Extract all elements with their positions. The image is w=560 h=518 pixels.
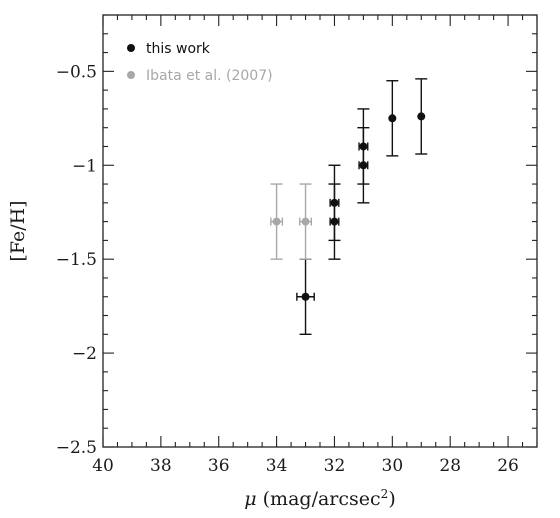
data-point xyxy=(386,80,399,157)
point-marker xyxy=(301,217,310,226)
x-tick-label: 34 xyxy=(266,456,288,476)
y-axis-title: [Fe/H] xyxy=(7,200,29,261)
y-tick-label: −0.5 xyxy=(56,62,97,82)
y-tick-label: −1.5 xyxy=(56,250,97,270)
point-marker xyxy=(272,217,281,226)
point-marker xyxy=(388,114,397,123)
x-tick-label: 30 xyxy=(382,456,404,476)
data-marks xyxy=(270,78,428,336)
point-marker xyxy=(330,217,339,226)
y-tick-label: −2 xyxy=(72,344,97,364)
legend-marker xyxy=(127,71,135,79)
data-point xyxy=(415,78,428,155)
axis-ticks: 40 38 36 34 32 30 28 26 −2.5 −2 −1.5 −1 −0.5 xyxy=(56,14,538,476)
legend: this work Ibata et al. (2007) xyxy=(127,41,273,84)
x-axis-title: μ (mag/arcsec2) xyxy=(244,487,395,510)
point-marker xyxy=(417,112,426,121)
data-point xyxy=(328,183,341,260)
y-tick-label: −1 xyxy=(72,156,97,176)
point-marker xyxy=(359,161,368,170)
data-point xyxy=(296,258,315,336)
x-tick-label: 40 xyxy=(92,456,114,476)
x-tick-label: 38 xyxy=(150,456,172,476)
legend-label: Ibata et al. (2007) xyxy=(146,68,273,84)
x-tick-label: 26 xyxy=(497,456,519,476)
point-marker xyxy=(301,292,310,301)
data-point xyxy=(299,183,313,260)
data-point xyxy=(357,126,370,204)
x-tick-label: 32 xyxy=(324,456,346,476)
y-tick-label: −2.5 xyxy=(56,438,97,458)
legend-label: this work xyxy=(146,41,211,57)
data-point xyxy=(270,183,284,260)
legend-marker xyxy=(127,44,135,52)
x-tick-label: 28 xyxy=(439,456,461,476)
x-tick-label: 36 xyxy=(208,456,230,476)
